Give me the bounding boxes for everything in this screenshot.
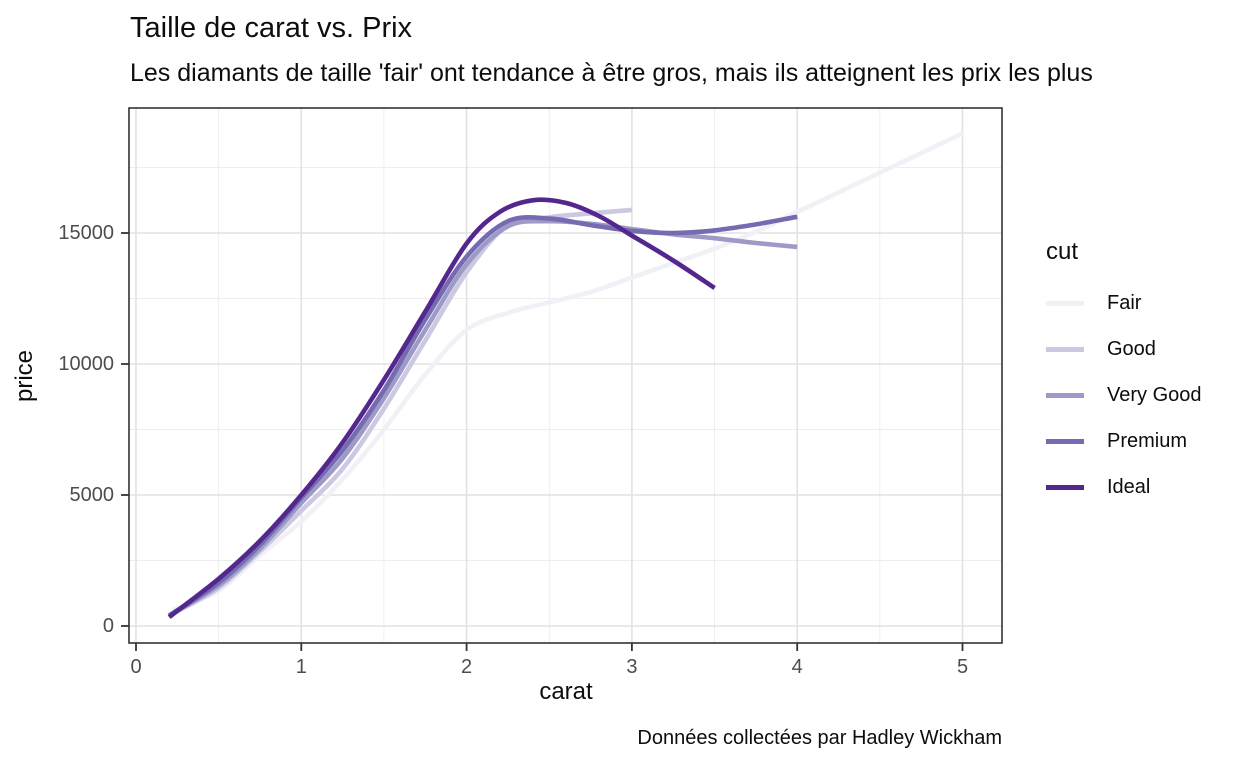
legend: cut Fair Good Very Good Premium Ideal: [1046, 238, 1202, 510]
y-tick-labels: 0 5000 10000 15000: [58, 222, 114, 637]
y-tick-label: 15000: [58, 222, 114, 244]
legend-item-good: Good: [1046, 326, 1202, 372]
legend-key-line: [1046, 392, 1084, 398]
x-axis-title: carat: [539, 678, 593, 705]
panel-border: [128, 107, 1003, 644]
x-tick-label: 3: [626, 656, 637, 678]
x-tick-label: 4: [792, 656, 803, 678]
legend-item-fair: Fair: [1046, 280, 1202, 326]
smooth-line-ideal: [167, 197, 716, 619]
smooth-line-fair: [171, 131, 964, 613]
legend-label: Fair: [1107, 291, 1142, 314]
x-tick-label: 1: [296, 656, 307, 678]
smooth-line-very-good: [167, 218, 798, 618]
smooth-curves: [167, 131, 964, 619]
legend-label: Good: [1107, 337, 1156, 360]
gridlines-major: [129, 108, 1002, 643]
legend-key-line: [1046, 300, 1084, 306]
plot-title: Taille de carat vs. Prix: [130, 12, 413, 44]
legend-label: Ideal: [1107, 475, 1151, 498]
legend-key-line: [1046, 438, 1084, 444]
y-tick-label: 5000: [70, 484, 115, 506]
legend-label: Premium: [1107, 429, 1188, 452]
x-tick-label: 2: [461, 656, 472, 678]
y-tick-label: 0: [103, 615, 114, 637]
y-tick-label: 10000: [58, 353, 114, 375]
legend-item-premium: Premium: [1046, 418, 1202, 464]
panel-background: [129, 108, 1002, 643]
x-tick-label: 0: [130, 656, 141, 678]
legend-rows: Fair Good Very Good Premium Ideal: [1046, 280, 1202, 510]
legend-title: cut: [1046, 238, 1079, 265]
legend-item-very-good: Very Good: [1046, 372, 1202, 418]
x-tick-labels: 0 1 2 3 4 5: [130, 656, 968, 678]
x-tick-label: 5: [957, 656, 968, 678]
axis-ticks: [121, 232, 964, 651]
legend-key-line: [1046, 346, 1084, 352]
y-axis-title: price: [11, 349, 38, 403]
plot-subtitle: Les diamants de taille 'fair' ont tendan…: [130, 59, 1093, 87]
legend-label: Very Good: [1107, 383, 1202, 406]
legend-item-ideal: Ideal: [1046, 464, 1202, 510]
legend-key-line: [1046, 484, 1084, 490]
plot-caption: Données collectées par Hadley Wickham: [637, 727, 1002, 749]
